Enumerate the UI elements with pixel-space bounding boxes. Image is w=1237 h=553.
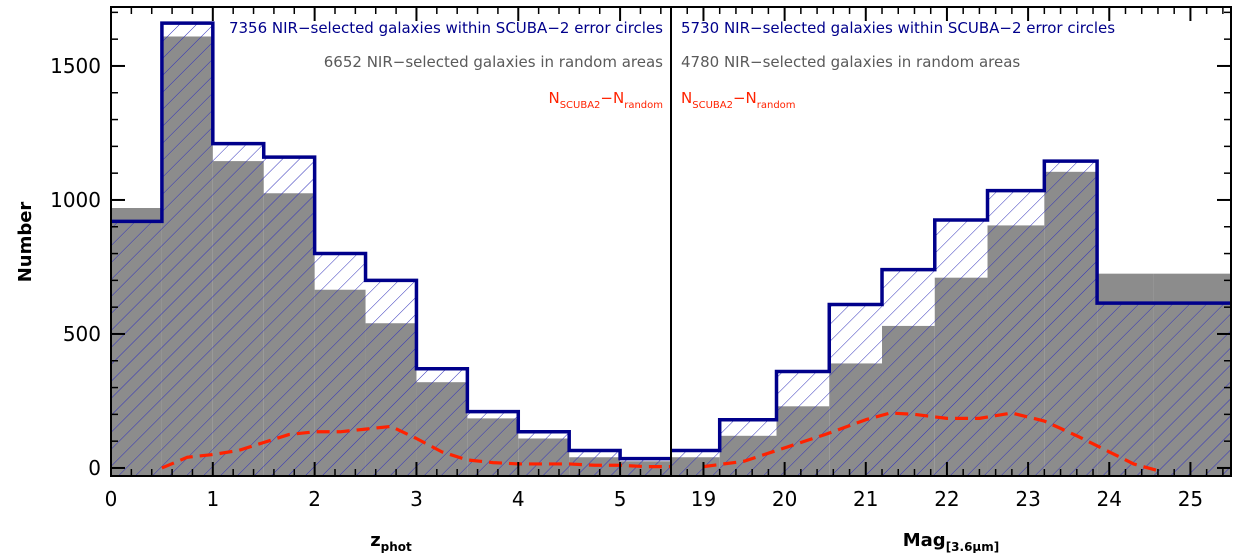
ytick-label-1: 500 bbox=[63, 322, 101, 346]
right-scuba2-bar-5 bbox=[934, 220, 988, 476]
left-x-axis-title: zphot bbox=[370, 530, 412, 553]
right-scuba2-bar-0 bbox=[671, 450, 720, 476]
left-xtick-label-4: 4 bbox=[512, 487, 525, 511]
right-xtick-label-1: 20 bbox=[772, 487, 797, 511]
left-axes: 0 1 2 3 4 5 0 500 1000 1500 zphot bbox=[50, 6, 672, 553]
left-scuba2-bar-2 bbox=[212, 143, 264, 476]
left-scuba2-bar-10 bbox=[620, 458, 671, 476]
left-scuba2-bar-4 bbox=[314, 253, 366, 476]
right-scuba2-bar-4 bbox=[882, 269, 935, 476]
right-xtick-label-6: 25 bbox=[1178, 487, 1203, 511]
y-axis-title: Number bbox=[15, 202, 36, 283]
ytick-label-2: 1000 bbox=[50, 188, 101, 212]
right-scuba2-bar-8 bbox=[1097, 303, 1154, 476]
left-plot-area bbox=[111, 21, 671, 476]
left-legend-difference: NSCUBA2−Nrandom bbox=[548, 89, 663, 111]
right-scuba2-bar-6 bbox=[987, 190, 1045, 476]
right-scuba2-bar-3 bbox=[829, 304, 883, 476]
right-xtick-label-5: 24 bbox=[1097, 487, 1122, 511]
left-xtick-label-3: 3 bbox=[410, 487, 423, 511]
left-difference-line bbox=[161, 424, 671, 470]
right-xtick-label-4: 23 bbox=[1015, 487, 1040, 511]
right-legend-scuba2: 5730 NIR−selected galaxies within SCUBA−… bbox=[681, 19, 1115, 37]
right-axes: 19 20 21 22 23 24 25 Mag[3.6μm] bbox=[670, 6, 1232, 553]
left-scuba2-bar-1 bbox=[161, 23, 213, 476]
left-scuba2-bar-7 bbox=[467, 411, 519, 476]
left-xtick-label-5: 5 bbox=[614, 487, 627, 511]
ytick-label-0: 0 bbox=[88, 456, 101, 480]
right-legend-random: 4780 NIR−selected galaxies in random are… bbox=[681, 53, 1020, 71]
right-x-axis-title: Mag[3.6μm] bbox=[903, 530, 1000, 553]
right-scuba2-step-outline bbox=[671, 159, 1231, 453]
right-difference-line bbox=[703, 411, 1159, 473]
left-scuba2-step-outline bbox=[111, 21, 671, 461]
right-scuba2-bar-2 bbox=[776, 371, 830, 476]
right-plot-area bbox=[671, 159, 1231, 476]
left-xtick-label-0: 0 bbox=[105, 487, 118, 511]
right-frame bbox=[670, 6, 1232, 477]
right-legend-difference: NSCUBA2−Nrandom bbox=[681, 89, 796, 111]
left-legend: 7356 NIR−selected galaxies within SCUBA−… bbox=[229, 19, 663, 111]
right-panel: 19 20 21 22 23 24 25 Mag[3.6μm] 5730 NIR−select… bbox=[670, 6, 1232, 553]
right-xtick-label-0: 19 bbox=[691, 487, 716, 511]
right-legend: 5730 NIR−selected galaxies within SCUBA−… bbox=[681, 19, 1115, 111]
left-panel: 0 1 2 3 4 5 0 500 1000 1500 zphot 7356 NIR−selecte… bbox=[50, 6, 672, 553]
left-xtick-label-2: 2 bbox=[308, 487, 321, 511]
right-scuba2-bar-1 bbox=[719, 419, 777, 476]
left-scuba2-bar-6 bbox=[416, 368, 468, 476]
left-scuba2-bar-3 bbox=[263, 157, 315, 476]
left-legend-random: 6652 NIR−selected galaxies in random are… bbox=[324, 53, 663, 71]
right-scuba2-bar-9 bbox=[1153, 303, 1231, 476]
left-xtick-label-1: 1 bbox=[206, 487, 219, 511]
ytick-label-3: 1500 bbox=[50, 54, 101, 78]
right-xtick-label-3: 22 bbox=[934, 487, 959, 511]
left-scuba2-bar-5 bbox=[365, 280, 417, 476]
right-scuba2-bar-7 bbox=[1044, 161, 1098, 476]
right-xtick-label-2: 21 bbox=[853, 487, 878, 511]
left-legend-scuba2: 7356 NIR−selected galaxies within SCUBA−… bbox=[229, 19, 663, 37]
left-scuba2-bar-8 bbox=[518, 431, 570, 476]
left-scuba2-bar-0 bbox=[111, 221, 162, 476]
